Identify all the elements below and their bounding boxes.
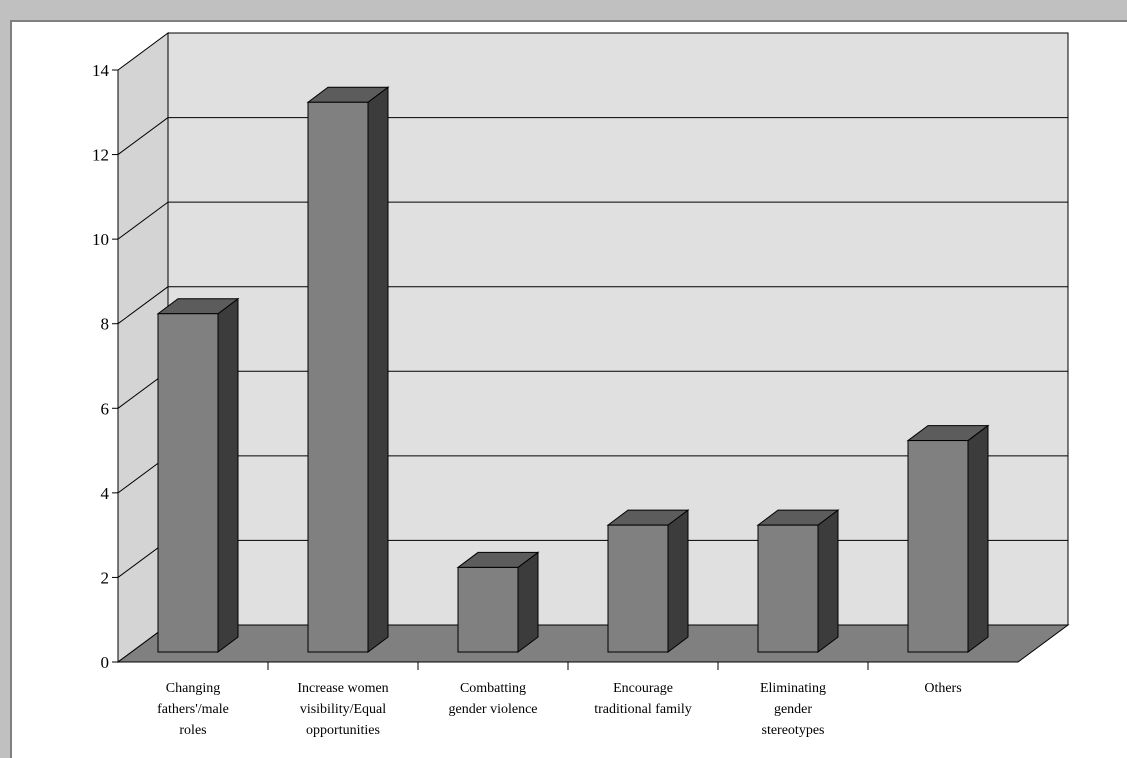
x-category-label-line: opportunities xyxy=(306,723,380,738)
bar-front xyxy=(757,524,819,653)
bar-front xyxy=(907,440,969,653)
bar-side xyxy=(367,86,389,653)
bar-front xyxy=(607,524,669,653)
bar-side xyxy=(967,424,989,653)
bar xyxy=(906,424,990,653)
x-category-label-line: gender xyxy=(774,702,812,717)
bar xyxy=(306,86,390,653)
y-tick-label: 8 xyxy=(101,315,110,334)
x-category-label-line: fathers'/male xyxy=(157,702,229,717)
bar xyxy=(756,509,840,653)
bar-front xyxy=(157,313,219,653)
y-tick-label: 6 xyxy=(101,399,110,418)
y-tick-label: 10 xyxy=(92,230,109,249)
y-tick-label: 14 xyxy=(92,61,110,80)
gridline-side xyxy=(117,286,169,325)
bar-side xyxy=(817,509,839,653)
gridline-side xyxy=(117,117,169,155)
x-category-label-line: Others xyxy=(924,681,961,696)
x-axis-labels: Changing fathers'/male roles Increase women… xyxy=(157,662,962,738)
bar-front xyxy=(457,566,519,653)
chart-area: 0 2 4 6 8 10 12 14 Changing fathers'/male roles In… xyxy=(10,20,1127,758)
bar-side xyxy=(217,297,239,653)
bar xyxy=(606,509,690,653)
x-category-label-line: traditional family xyxy=(594,702,692,717)
x-category-label-line: gender violence xyxy=(448,702,537,717)
x-category-label-line: Increase women xyxy=(297,681,388,696)
x-category-label-line: roles xyxy=(179,723,206,738)
y-tick-label: 2 xyxy=(101,568,110,587)
bar xyxy=(156,297,240,653)
x-category-label-line: Eliminating xyxy=(760,681,826,696)
x-category-label: Eliminating gender stereotypes xyxy=(760,681,826,738)
x-category-label: Others xyxy=(924,681,961,696)
y-tick-label: 0 xyxy=(101,653,110,672)
x-category-label-line: Combatting xyxy=(460,681,526,696)
x-category-label-line: Encourage xyxy=(613,681,673,696)
bar-front xyxy=(307,101,369,653)
y-tick-label: 12 xyxy=(92,146,109,165)
x-category-label: Combatting gender violence xyxy=(448,681,537,717)
y-tick-label: 4 xyxy=(101,484,110,503)
y-axis-ticks: 0 2 4 6 8 10 12 14 xyxy=(92,61,118,672)
bars xyxy=(156,86,990,653)
bar-side xyxy=(667,509,689,653)
x-category-label-line: visibility/Equal xyxy=(300,702,386,717)
gridline-side xyxy=(117,201,169,240)
x-category-label-line: Changing xyxy=(166,681,220,696)
bar-side xyxy=(517,551,539,653)
bar-chart: 0 2 4 6 8 10 12 14 Changing fathers'/male roles In… xyxy=(92,32,1070,738)
bar xyxy=(456,551,540,653)
x-category-label: Changing fathers'/male roles xyxy=(157,681,229,738)
x-category-label-line: stereotypes xyxy=(762,723,825,738)
x-category-label: Increase women visibility/Equal opportunit… xyxy=(297,681,388,738)
x-category-label: Encourage traditional family xyxy=(594,681,692,717)
